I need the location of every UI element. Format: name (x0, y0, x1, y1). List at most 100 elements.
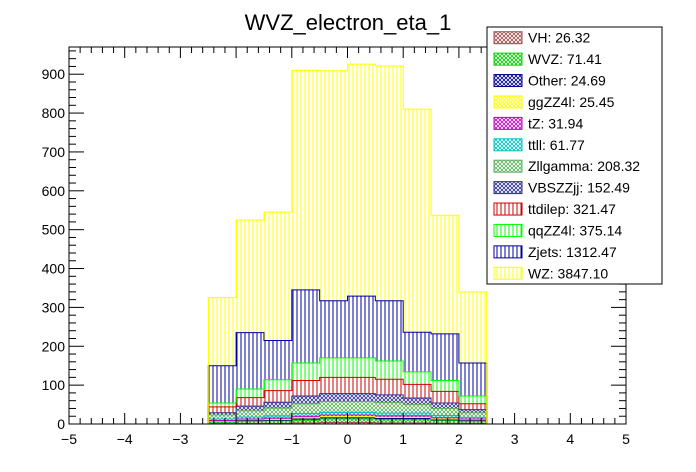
bar-vbszzjj-bin-2 (263, 402, 292, 409)
bar-other-bin-7 (403, 418, 432, 420)
legend-swatch (493, 95, 523, 109)
bar-qqzz4l-bin-4 (319, 357, 348, 378)
bar-wz-bin-6 (375, 66, 404, 301)
bar-vh-bin-6 (375, 422, 404, 424)
bar-wz-bin-7 (403, 109, 432, 333)
bar-ttll-bin-4 (319, 412, 348, 416)
bar-ttll-bin-9 (458, 417, 487, 419)
histogram-bars (208, 64, 487, 424)
legend-label: Other: 24.69 (528, 73, 606, 89)
bar-ttll-bin-1 (236, 417, 264, 419)
legend-label: ggZZ4l: 25.45 (528, 94, 615, 110)
y-tick-label: 200 (42, 338, 66, 354)
bar-vh-bin-7 (403, 422, 432, 424)
bar-wvz-bin-3 (291, 420, 320, 423)
bar-vh-bin-4 (319, 422, 348, 424)
bar-wz-bin-3 (291, 70, 320, 290)
outline-ttdilep (207, 376, 488, 424)
x-tick-label: −4 (117, 431, 133, 447)
legend-swatch (493, 116, 523, 130)
legend-item-wz: WZ: 3847.10 (493, 265, 608, 281)
bar-wvz-bin-6 (375, 419, 404, 423)
bar-qqzz4l-bin-8 (431, 380, 459, 392)
bar-vbszzjj-bin-3 (291, 396, 320, 404)
outline-vbszzjj (207, 393, 488, 424)
legend-label: ttdilep: 321.47 (528, 201, 616, 217)
y-tick-label: 500 (42, 222, 66, 238)
legend-item-vbszzjj: VBSZZjj: 152.49 (493, 180, 630, 196)
x-tick-label: 4 (566, 431, 574, 447)
legend-item-qqzz4l: qqZZ4l: 375.14 (493, 222, 622, 238)
legend-swatch (493, 31, 523, 45)
bar-wvz-bin-0 (208, 422, 237, 424)
series-vbszzjj (208, 393, 487, 416)
legend-item-ttll: ttll: 61.77 (493, 137, 585, 153)
bar-tz-bin-8 (431, 417, 459, 419)
bar-zllgamma-bin-3 (291, 403, 320, 414)
y-tick-label: 800 (42, 105, 66, 121)
bar-wz-bin-9 (458, 291, 487, 363)
bar-ttdilep-bin-5 (347, 377, 376, 394)
legend-item-ttdilep: ttdilep: 321.47 (493, 201, 616, 217)
outline-zjets (207, 289, 488, 424)
x-tick-label: 1 (399, 431, 407, 447)
legend-swatch (493, 202, 523, 216)
series-wz (208, 64, 487, 366)
x-tick-label: 5 (622, 431, 630, 447)
bar-other-bin-5 (347, 417, 376, 419)
outline-zllgamma (207, 400, 488, 424)
y-tick-label: 600 (42, 183, 66, 199)
bar-wvz-bin-7 (403, 419, 432, 423)
bar-zllgamma-bin-2 (263, 408, 292, 416)
bar-wvz-bin-9 (458, 421, 487, 424)
axes: −5 −4 −3 −2 −1 0 1 2 3 4 5 0 100 200 300 400 500 600 700 80… (42, 47, 630, 447)
x-tick-label: 2 (455, 431, 463, 447)
legend-label: VH: 26.32 (528, 30, 590, 46)
series-zjets (208, 289, 487, 404)
outline-ggzz4l (207, 416, 488, 424)
bar-vbszzjj-bin-6 (375, 394, 404, 403)
bar-ggzz4l-bin-6 (375, 417, 404, 419)
bar-zllgamma-bin-9 (458, 412, 487, 418)
bar-qqzz4l-bin-0 (208, 403, 237, 407)
bar-zjets-bin-5 (347, 296, 376, 358)
y-tick-label: 100 (42, 377, 66, 393)
bar-wvz-bin-2 (263, 420, 292, 424)
bar-zjets-bin-4 (319, 300, 348, 358)
bar-qqzz4l-bin-9 (458, 396, 487, 404)
legend-label: qqZZ4l: 375.14 (528, 222, 622, 238)
outline-wvz (207, 418, 488, 424)
legend-swatch (493, 181, 523, 195)
legend-swatch (493, 159, 523, 173)
bar-qqzz4l-bin-1 (236, 389, 264, 398)
bar-ttdilep-bin-6 (375, 379, 404, 395)
bar-ggzz4l-bin-3 (291, 417, 320, 419)
bar-zjets-bin-8 (431, 333, 459, 381)
legend: VH: 26.32 WVZ: 71.41 Other: 24.69 ggZZ4l: 2… (486, 26, 663, 285)
bar-qqzz4l-bin-6 (375, 361, 404, 380)
legend-swatch (493, 245, 523, 259)
legend-box (486, 26, 663, 285)
outline-other (207, 417, 488, 424)
bar-ttll-bin-3 (291, 413, 320, 417)
bar-vbszzjj-bin-7 (403, 397, 432, 405)
legend-item-zllgamma: Zllgamma: 208.32 (493, 158, 640, 174)
bar-zllgamma-bin-4 (319, 401, 348, 413)
chart-title: WVZ_electron_eta_1 (245, 10, 452, 35)
bar-ggzz4l-bin-5 (347, 416, 376, 418)
bar-zjets-bin-1 (236, 332, 264, 390)
bar-zjets-bin-3 (291, 289, 320, 363)
bar-ttll-bin-0 (208, 418, 237, 421)
bar-zllgamma-bin-6 (375, 402, 404, 414)
bar-ttdilep-bin-2 (263, 390, 292, 403)
bar-tz-bin-4 (319, 415, 348, 417)
bar-ggzz4l-bin-4 (319, 416, 348, 418)
bar-ttdilep-bin-0 (208, 406, 237, 413)
bar-wz-bin-2 (263, 212, 292, 341)
legend-item-zjets: Zjets: 1312.47 (493, 244, 617, 260)
x-tick-label: −3 (172, 431, 188, 447)
bar-tz-bin-5 (347, 415, 376, 417)
x-tick-label: 0 (344, 431, 352, 447)
bar-ttll-bin-8 (431, 415, 459, 418)
bar-tz-bin-3 (291, 416, 320, 418)
